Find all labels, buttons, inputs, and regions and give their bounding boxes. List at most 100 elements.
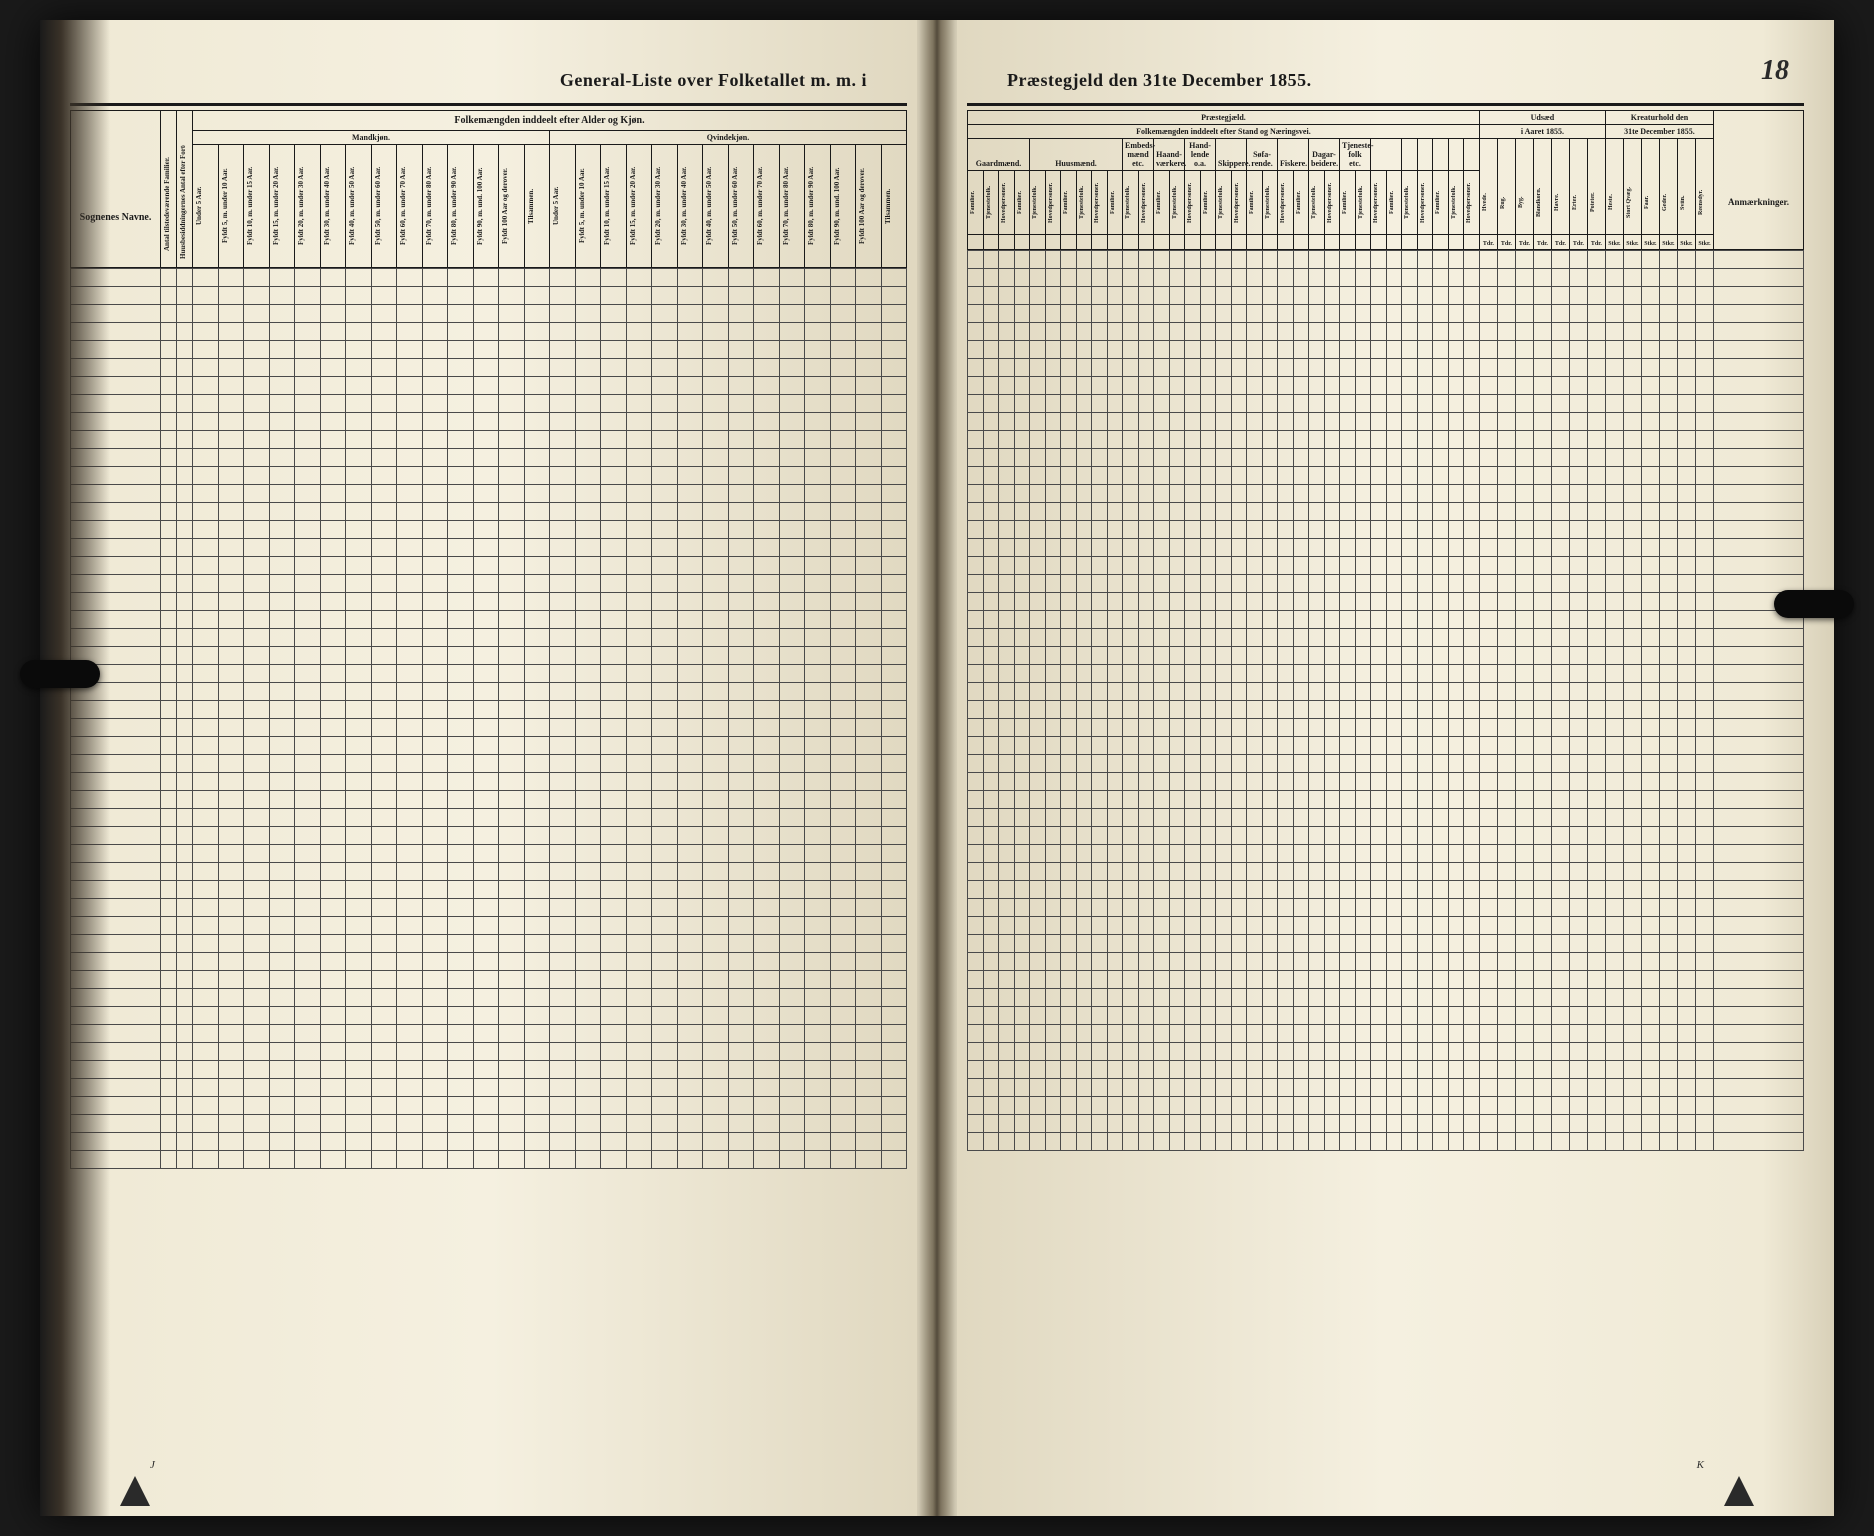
blank-sub [1433,235,1449,250]
table-row [71,755,907,773]
table-row [968,845,1804,863]
sub-col-16: Tjenestefolk. [1216,171,1232,235]
blank-sub [968,235,984,250]
blank-sub [1355,235,1371,250]
sub-col-0: Familier. [968,171,984,235]
tdr-label-5: Tdr. [1569,235,1587,250]
kreatur-title: Kreaturhold den [1605,111,1713,125]
table-row [71,557,907,575]
kreatur-col-4: Sviin. [1677,139,1695,235]
stand-filler [1464,139,1480,171]
sub-col-23: Hovedpersoner. [1324,171,1340,235]
table-row [968,593,1804,611]
stand-filler [1417,139,1433,171]
table-row [968,269,1804,287]
table-row [968,791,1804,809]
table-row [968,323,1804,341]
section-header-left: Folkemængden inddeelt efter Alder og Kjø… [193,111,907,131]
age-col-1-0: Under 5 Aar. [550,145,576,268]
stand-group-3: Haand-værkere. [1154,139,1185,171]
table-row [968,719,1804,737]
blank-sub [1324,235,1340,250]
stand-group-4: Hand-lende o.a. [1185,139,1216,171]
table-row [968,827,1804,845]
table-row [71,341,907,359]
table-row [71,1025,907,1043]
table-row [968,953,1804,971]
table-row [71,431,907,449]
age-col-0-12: Fyldt 100 Aar og derover. [499,145,525,268]
udsaed-sub: i Aaret 1855. [1479,125,1605,139]
blank-sub [1092,235,1108,250]
age-col-1-10: Fyldt 80, m. under 90 Aar. [805,145,831,268]
table-row [968,773,1804,791]
blank-sub [1045,235,1061,250]
age-col-0-10: Fyldt 80, m. under 90 Aar. [448,145,474,268]
age-col-0-3: Fyldt 15, m. under 20 Aar. [269,145,295,268]
sub-col-27: Familier. [1386,171,1402,235]
anm-header: Anmærkninger. [1714,111,1804,250]
age-col-1-2: Fyldt 10, m. under 15 Aar. [601,145,627,268]
sub-col-3: Familier. [1014,171,1030,235]
table-row [71,629,907,647]
table-row [71,485,907,503]
blank-sub [1231,235,1247,250]
age-col-1-5: Fyldt 30, m. under 40 Aar. [677,145,703,268]
udsaed-col-4: Havre. [1551,139,1569,235]
stand-group-8: Dagar-beidere. [1309,139,1340,171]
table-row [968,1043,1804,1061]
left-title: General-Liste over Folketallet m. m. i [560,70,867,90]
table-row [968,899,1804,917]
ledger-book: General-Liste over Folketallet m. m. i S… [40,20,1834,1516]
sub-col-18: Familier. [1247,171,1263,235]
table-row [71,701,907,719]
table-row [71,377,907,395]
table-row [71,1061,907,1079]
table-row [71,611,907,629]
age-col-1-3: Fyldt 15, m. under 20 Aar. [626,145,652,268]
sub-col-4: Tjenestefolk. [1030,171,1046,235]
corner-tear-right [1724,1476,1754,1506]
age-col-0-6: Fyldt 40, m. under 50 Aar. [346,145,372,268]
pre-col-0: Antal tilstedeværende Familier. [161,111,177,268]
table-row [71,359,907,377]
left-body-grid [70,268,907,1169]
table-row [968,575,1804,593]
blank-sub [1169,235,1185,250]
stand-group-0: Gaardmænd. [968,139,1030,171]
blank-sub [983,235,999,250]
sub-col-26: Hovedpersoner. [1371,171,1387,235]
udsaed-col-1: Rug. [1497,139,1515,235]
table-row [968,377,1804,395]
blank-sub [1030,235,1046,250]
table-row [968,341,1804,359]
table-row [71,1133,907,1151]
table-row [968,1097,1804,1115]
table-row [71,683,907,701]
right-title-area: Præstegjeld den 31te December 1855. [967,70,1804,91]
right-table: Præstegjæld. Udsæd Kreaturhold den Anmær… [967,110,1804,1151]
age-col-0-13: Tilsammen. [524,145,550,268]
stand-filler [1448,139,1464,171]
sub-col-10: Tjenestefolk. [1123,171,1139,235]
table-row [71,971,907,989]
table-row [71,1151,907,1169]
age-col-0-9: Fyldt 70, m. under 80 Aar. [422,145,448,268]
table-row [968,251,1804,269]
table-row [968,395,1804,413]
right-title: Præstegjeld den 31te December 1855. [1007,70,1312,90]
age-col-0-11: Fyldt 90, m. und. 100 Aar. [473,145,499,268]
blank-sub [1185,235,1201,250]
footer-letter-j: J [150,1459,155,1471]
blank-sub [1464,235,1480,250]
sub-col-2: Hovedpersoner. [999,171,1015,235]
table-row [71,863,907,881]
blank-sub [1200,235,1216,250]
blank-sub [1107,235,1123,250]
table-row [71,791,907,809]
tdr-label-1: Tdr. [1497,235,1515,250]
sub-col-7: Tjenestefolk. [1076,171,1092,235]
sub-col-32: Hovedpersoner. [1464,171,1480,235]
tdr-label-0: Tdr. [1479,235,1497,250]
table-row [71,467,907,485]
